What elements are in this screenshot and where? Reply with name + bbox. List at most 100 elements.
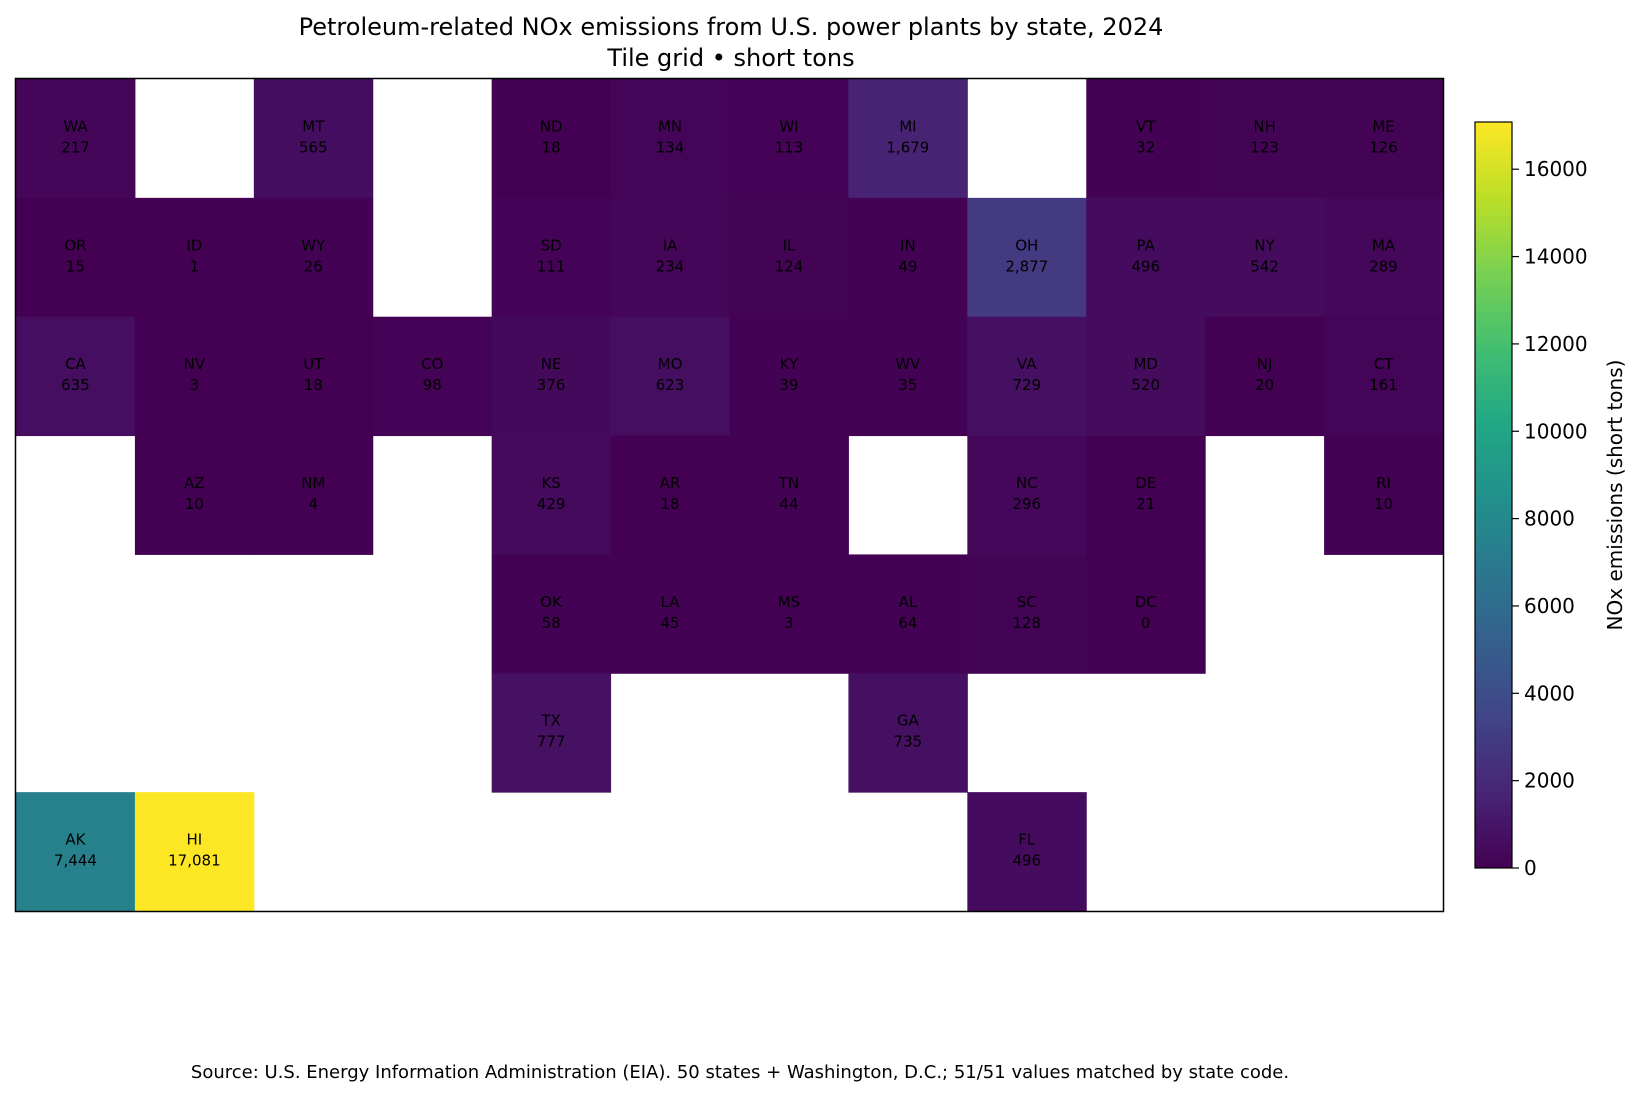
tile-value-label: 134 [656, 138, 685, 156]
tile-rect [610, 554, 730, 674]
tile-wy: WY 26 [253, 197, 374, 318]
tile-state-code: GA [897, 712, 920, 730]
tile-or: OR 15 [16, 197, 136, 318]
tile-value-label: 10 [1374, 495, 1393, 513]
tile-rect [134, 197, 255, 318]
tile-rect [253, 435, 374, 555]
tile-state-code: WI [779, 117, 798, 135]
tile-rect [729, 316, 849, 437]
tile-mo: MO 623 [610, 316, 730, 437]
tile-rect [491, 673, 612, 793]
tile-id: ID 1 [134, 197, 255, 318]
tile-value-label: 376 [537, 376, 566, 394]
tile-state-code: SC [1017, 593, 1037, 611]
tile-value-label: 113 [775, 138, 804, 156]
tile-rect [1086, 554, 1206, 674]
colorbar-tick-label: 2000 [1524, 769, 1575, 793]
tile-value-label: 542 [1250, 257, 1279, 275]
tile-value-label: 20 [1255, 376, 1274, 394]
tile-rect [1086, 316, 1206, 437]
tile-value-label: 15 [66, 257, 85, 275]
tile-state-code: CT [1374, 355, 1394, 373]
colorbar-tick-label: 6000 [1524, 594, 1575, 618]
tile-state-code: RI [1376, 474, 1391, 492]
tile-state-code: PA [1137, 236, 1156, 254]
tile-nm: NM 4 [253, 435, 374, 555]
tile-rect [372, 316, 493, 437]
tile-state-code: NE [541, 355, 562, 373]
tile-state-code: OR [64, 236, 86, 254]
tile-rect [491, 435, 612, 555]
tile-state-code: ID [186, 236, 202, 254]
tile-state-code: NY [1254, 236, 1275, 254]
tile-state-code: MS [778, 593, 800, 611]
tile-ok: OK 58 [491, 554, 612, 674]
tile-rect [610, 435, 730, 555]
tile-value-label: 3 [784, 614, 794, 632]
tile-value-label: 10 [185, 495, 204, 513]
tile-state-code: SD [541, 236, 562, 254]
tile-value-label: 7,444 [54, 852, 97, 870]
tile-rect [134, 792, 255, 912]
tile-state-code: KY [780, 355, 799, 373]
tile-rect [491, 197, 612, 318]
tile-co: CO 98 [372, 316, 493, 437]
tile-state-code: DC [1135, 593, 1157, 611]
tile-ga: GA 735 [848, 673, 968, 793]
tile-value-label: 496 [1131, 257, 1160, 275]
tile-value-label: 123 [1250, 138, 1279, 156]
tile-state-code: AL [899, 593, 918, 611]
tile-vt: VT 32 [1086, 79, 1206, 199]
tile-mi: MI 1,679 [848, 79, 968, 199]
tile-state-code: UT [303, 355, 324, 373]
tile-state-code: WV [895, 355, 921, 373]
tile-rect [134, 435, 255, 555]
tile-state-code: LA [661, 593, 681, 611]
tile-rect [253, 79, 374, 199]
chart-subtitle: Tile grid • short tons [606, 44, 854, 72]
tile-rect [253, 197, 374, 318]
tile-rect [967, 197, 1087, 318]
tile-rect [610, 197, 730, 318]
tile-rect [729, 79, 849, 199]
tile-value-label: 217 [61, 138, 90, 156]
tile-mn: MN 134 [610, 79, 730, 199]
tile-rect [491, 554, 612, 674]
tile-value-label: 289 [1369, 257, 1398, 275]
tile-pa: PA 496 [1086, 197, 1206, 318]
tile-value-label: 35 [898, 376, 917, 394]
tile-value-label: 21 [1136, 495, 1155, 513]
tile-value-label: 64 [898, 614, 917, 632]
tile-state-code: FL [1018, 831, 1036, 849]
colorbar-gradient [1474, 121, 1513, 869]
colorbar-label: NOx emissions (short tons) [1603, 360, 1627, 631]
tile-value-label: 18 [304, 376, 323, 394]
tile-rect [1086, 435, 1206, 555]
tile-state-code: NM [301, 474, 325, 492]
tile-state-code: VA [1017, 355, 1037, 373]
tile-value-label: 124 [775, 257, 804, 275]
tile-rect [1086, 197, 1206, 318]
colorbar-tick-label: 16000 [1524, 157, 1588, 181]
tile-md: MD 520 [1086, 316, 1206, 437]
tile-va: VA 729 [967, 316, 1087, 437]
tile-state-code: ND [540, 117, 563, 135]
tile-rect [729, 554, 849, 674]
tile-rect [16, 316, 136, 437]
tile-state-code: IN [900, 236, 916, 254]
tile-wa: WA 217 [16, 79, 136, 199]
source-note: Source: U.S. Energy Information Administ… [191, 1062, 1289, 1083]
tile-ky: KY 39 [729, 316, 849, 437]
tile-state-code: NV [184, 355, 206, 373]
tile-me: ME 126 [1324, 79, 1444, 199]
tile-state-code: MA [1372, 236, 1396, 254]
colorbar-tick-label: 14000 [1524, 245, 1588, 269]
tile-rect [848, 197, 968, 318]
tile-state-code: WY [301, 236, 326, 254]
tile-value-label: 126 [1369, 138, 1398, 156]
tile-state-code: CA [65, 355, 86, 373]
tile-rect [16, 79, 136, 199]
tile-tn: TN 44 [729, 435, 849, 555]
tile-sc: SC 128 [967, 554, 1087, 674]
tile-il: IL 124 [729, 197, 849, 318]
